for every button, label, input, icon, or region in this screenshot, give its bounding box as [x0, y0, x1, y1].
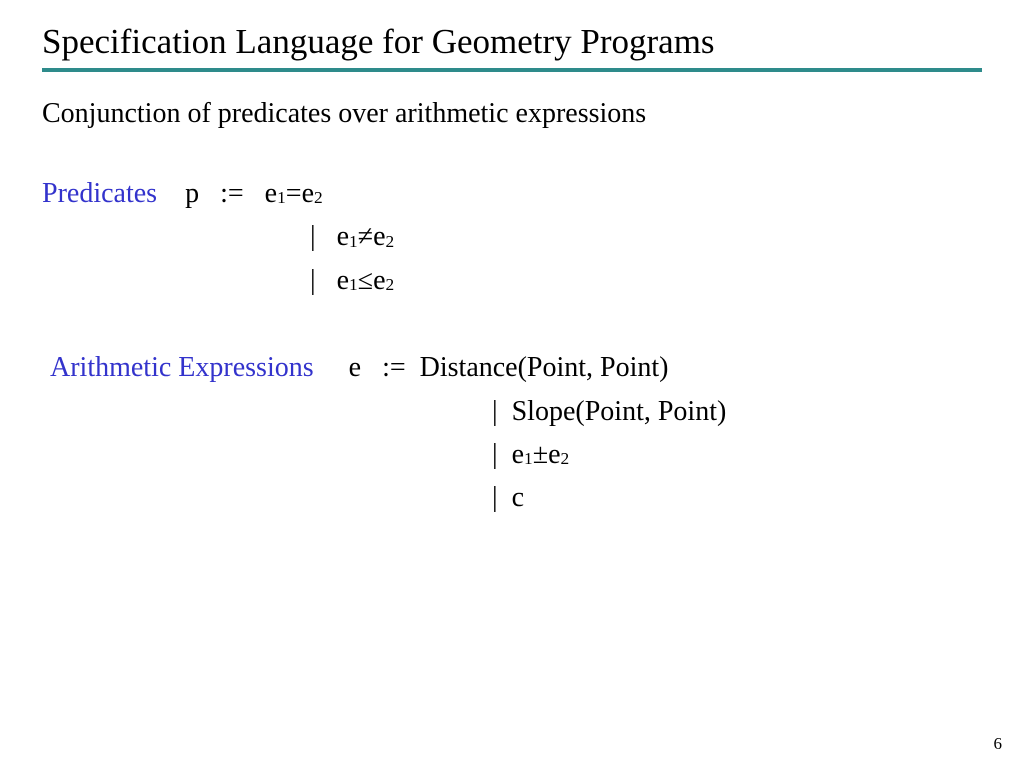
expr-2-sub2: 2	[561, 446, 570, 473]
bar: |	[492, 390, 512, 433]
predicates-lhs-sym: p	[185, 172, 199, 215]
expr-gap2	[361, 346, 382, 389]
pred-2-op: ≤	[358, 259, 373, 302]
pred-1-e1: e	[337, 215, 349, 258]
expressions-row-3: | c	[50, 476, 982, 519]
pred-0-op: =	[286, 172, 302, 215]
pred-2-sub1: 1	[349, 272, 358, 299]
expressions-row-2: | e1 ± e2	[50, 433, 982, 476]
pred-1-sub1: 1	[349, 229, 358, 256]
expr-2-e2: e	[548, 433, 560, 476]
pred-2-sub2: 2	[386, 272, 395, 299]
predicates-assign: :=	[220, 172, 244, 215]
expr-gap3	[406, 346, 420, 389]
pred-1-op: ≠	[358, 215, 373, 258]
expressions-row-0: Arithmetic Expressions e := Distance(Poi…	[50, 346, 982, 389]
predicates-label: Predicates	[42, 172, 157, 215]
predicates-row-1: | e1 ≠ e2	[42, 215, 982, 258]
expr-0-text: Distance(Point, Point)	[420, 346, 669, 389]
bar: |	[492, 433, 512, 476]
bar: |	[310, 259, 337, 302]
expr-3-text: c	[512, 476, 524, 519]
expr-2-e1: e	[512, 433, 524, 476]
expressions-row-1: | Slope(Point, Point)	[50, 390, 982, 433]
expressions-lhs-sym: e	[349, 346, 361, 389]
expr-2-sub1: 1	[524, 446, 533, 473]
expr-1-text: Slope(Point, Point)	[512, 390, 727, 433]
pred-2-e1: e	[337, 259, 349, 302]
predicates-assign-gap	[199, 172, 220, 215]
predicates-row-2: | e1 ≤ e2	[42, 259, 982, 302]
predicates-rhs-gap	[244, 172, 265, 215]
pred-1-sub2: 2	[386, 229, 395, 256]
predicates-row-0: Predicates p := e1 = e2	[42, 172, 982, 215]
bar: |	[492, 476, 512, 519]
predicates-grammar: Predicates p := e1 = e2 | e1 ≠ e2 | e1 ≤…	[42, 172, 982, 302]
expressions-grammar: Arithmetic Expressions e := Distance(Poi…	[50, 346, 982, 520]
expr-gap1	[314, 346, 349, 389]
slide-title: Specification Language for Geometry Prog…	[42, 22, 982, 68]
page-number: 6	[994, 734, 1003, 754]
pred-0-e2: e	[302, 172, 314, 215]
pred-0-sub1: 1	[277, 185, 286, 212]
expressions-assign: :=	[382, 346, 406, 389]
pred-1-e2: e	[373, 215, 385, 258]
bar: |	[310, 215, 337, 258]
expressions-label: Arithmetic Expressions	[50, 346, 314, 389]
subtitle: Conjunction of predicates over arithmeti…	[42, 98, 982, 130]
predicates-lhs	[157, 172, 185, 215]
title-underline	[42, 68, 982, 72]
pred-0-e1: e	[265, 172, 277, 215]
pred-2-e2: e	[373, 259, 385, 302]
expr-2-op: ±	[533, 433, 548, 476]
pred-0-sub2: 2	[314, 185, 323, 212]
